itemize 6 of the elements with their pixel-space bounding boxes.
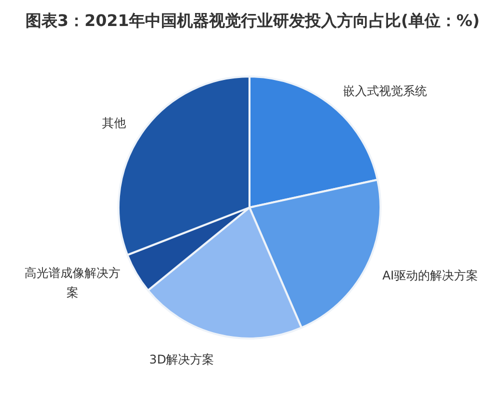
slice-label: AI驱动的解决方案 [382, 268, 478, 283]
slice-label: 其他 [102, 116, 126, 130]
slice-label: 嵌入式视觉系统 [343, 84, 428, 98]
chart-title: 图表3：2021年中国机器视觉行业研发投入方向占比(单位：%) [25, 11, 480, 30]
slice-label: 高光谱成像解决方案 [24, 266, 120, 300]
slice-label: 3D解决方案 [149, 352, 214, 367]
